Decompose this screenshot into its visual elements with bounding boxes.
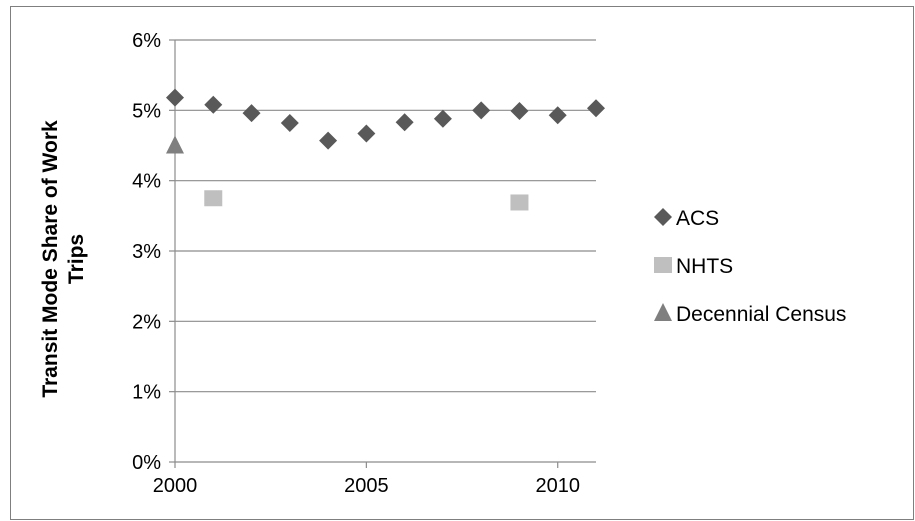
legend-label-1: NHTS	[676, 255, 733, 278]
y-tick-label-4: 4%	[132, 171, 161, 193]
point-diamond-0-3	[280, 113, 299, 132]
point-diamond-0-10	[548, 106, 567, 125]
point-diamond-0-6	[395, 113, 414, 132]
point-diamond-0-8	[472, 101, 491, 120]
x-tick-label-0: 2000	[153, 475, 198, 497]
chart-frame: 0% 1% 2% 3% 4% 5% 6% 2000 2005 2010 Transit Mode…	[10, 6, 914, 520]
legend-marker-triangle	[654, 303, 672, 321]
data-points	[166, 88, 605, 211]
point-square-1-1	[510, 194, 529, 211]
point-diamond-0-5	[357, 124, 376, 143]
y-tick-label-6: 6%	[132, 30, 161, 52]
point-diamond-0-11	[587, 99, 605, 118]
point-diamond-0-0	[166, 88, 184, 107]
legend-marker-diamond	[654, 208, 672, 226]
gridlines	[175, 39, 596, 393]
y-axis-title: Transit Mode Share of Work Trips	[39, 120, 88, 398]
legend-marker-square	[654, 257, 672, 273]
point-diamond-0-1	[204, 95, 223, 114]
y-tick-label-3: 3%	[132, 241, 161, 263]
point-triangle-2-0	[166, 135, 184, 154]
y-tick-label-0: 0%	[132, 452, 161, 474]
x-tick-label-2: 2010	[535, 475, 580, 497]
y-tick-label-1: 1%	[132, 382, 161, 404]
y-tick-label-2: 2%	[132, 311, 161, 333]
legend: ACS NHTS Decennial Census	[654, 207, 846, 326]
y-tick-label-5: 5%	[132, 100, 161, 122]
point-diamond-0-2	[242, 104, 261, 123]
legend-label-2: Decennial Census	[676, 303, 846, 326]
point-diamond-0-9	[510, 102, 529, 121]
x-tick-label-1: 2005	[344, 475, 389, 497]
axes	[169, 39, 596, 468]
point-diamond-0-4	[319, 131, 338, 150]
chart-canvas: 0% 1% 2% 3% 4% 5% 6% 2000 2005 2010 Transit Mode…	[39, 30, 846, 497]
point-diamond-0-7	[433, 109, 452, 128]
y-tick-labels: 0% 1% 2% 3% 4% 5% 6%	[132, 30, 161, 474]
legend-label-0: ACS	[676, 207, 719, 230]
x-tick-labels: 2000 2005 2010	[153, 475, 580, 497]
point-square-1-0	[204, 190, 223, 207]
